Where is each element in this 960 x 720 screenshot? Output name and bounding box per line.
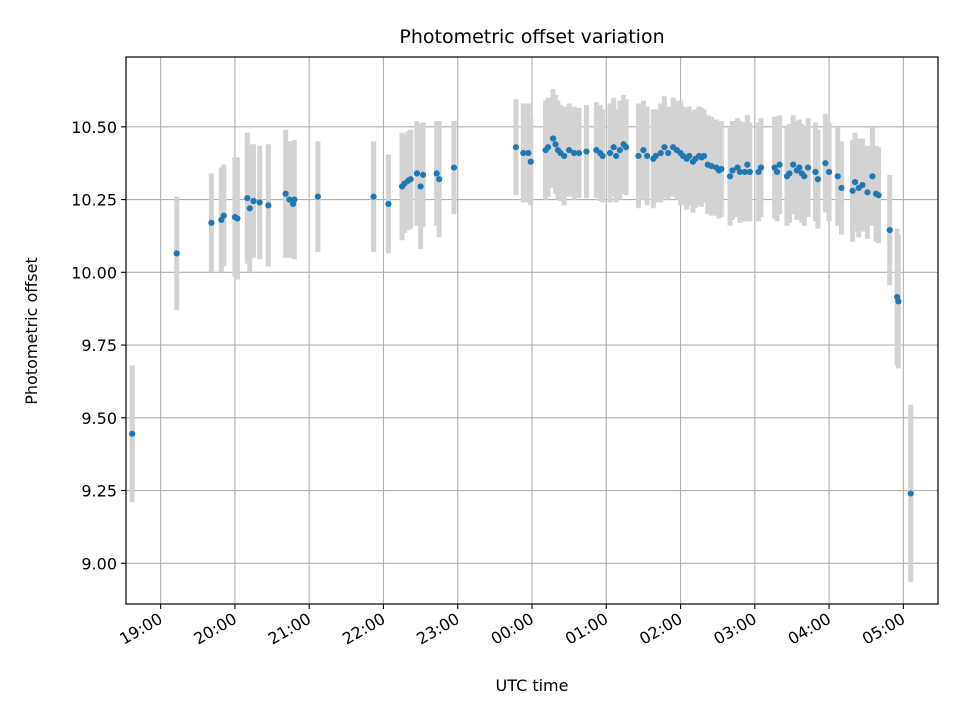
y-axis-label: Photometric offset	[22, 257, 41, 405]
data-point	[773, 168, 781, 176]
data-point	[407, 176, 414, 183]
data-point	[686, 152, 693, 160]
data-point	[246, 205, 253, 212]
data-point	[265, 202, 272, 209]
data-point	[291, 196, 298, 203]
data-point	[616, 147, 623, 154]
axis-ticks	[121, 126, 904, 609]
data-point	[173, 250, 180, 257]
data-point	[644, 152, 651, 160]
data-point	[822, 160, 829, 167]
y-tick-label: 10.50	[71, 118, 117, 137]
data-point	[583, 148, 590, 155]
data-point	[864, 189, 871, 196]
data-point	[286, 196, 293, 203]
data-point	[796, 164, 803, 171]
data-point	[849, 187, 856, 194]
chart-title: Photometric offset variation	[399, 26, 664, 48]
data-point	[746, 168, 753, 176]
data-point	[665, 149, 672, 157]
data-point	[566, 147, 573, 154]
data-point	[527, 158, 534, 165]
data-point	[657, 149, 664, 157]
data-point	[314, 193, 321, 200]
y-tick-label: 9.00	[81, 554, 117, 573]
data-point	[234, 215, 241, 222]
data-point	[812, 168, 819, 176]
data-point	[825, 168, 833, 176]
data-point	[385, 200, 392, 208]
y-tick-label: 9.50	[81, 409, 117, 428]
data-point	[834, 173, 841, 180]
data-point	[895, 298, 902, 305]
data-point	[875, 192, 882, 199]
data-point	[256, 199, 263, 206]
data-point	[907, 490, 914, 497]
y-tick-label: 9.75	[81, 336, 117, 355]
data-point	[520, 149, 527, 157]
data-point	[549, 135, 557, 142]
data-point	[718, 165, 725, 173]
data-point	[413, 170, 420, 177]
data-point	[544, 144, 552, 151]
data-point	[220, 212, 227, 219]
data-point	[129, 430, 136, 437]
y-tick-label: 10.25	[71, 191, 117, 210]
data-point	[244, 195, 251, 202]
data-point	[851, 179, 859, 186]
data-point	[804, 164, 812, 171]
data-point	[561, 152, 568, 160]
data-point	[419, 171, 427, 178]
data-point	[575, 149, 583, 157]
data-points	[129, 135, 914, 497]
data-point	[741, 168, 749, 176]
data-point	[736, 168, 744, 176]
data-point	[606, 149, 614, 157]
data-point	[729, 167, 736, 174]
data-point	[790, 161, 797, 168]
data-point	[250, 197, 257, 205]
data-point	[208, 219, 215, 226]
data-point	[552, 141, 559, 148]
y-tick-label: 9.25	[81, 482, 117, 501]
data-point	[610, 144, 617, 151]
data-point	[708, 163, 715, 170]
data-point	[786, 170, 793, 177]
data-point	[370, 193, 377, 200]
data-point	[869, 173, 876, 180]
data-point	[433, 170, 440, 177]
data-point	[838, 184, 845, 192]
data-point	[613, 152, 620, 160]
data-point	[622, 144, 630, 151]
data-point	[652, 152, 659, 160]
data-point	[635, 152, 642, 160]
y-tick-label: 10.00	[71, 263, 117, 282]
data-point	[436, 176, 443, 183]
data-point	[757, 164, 765, 171]
x-axis-label: UTC time	[496, 676, 569, 695]
data-point	[640, 147, 647, 154]
data-point	[450, 164, 458, 171]
data-point	[859, 181, 866, 189]
data-point	[661, 144, 668, 151]
data-point	[525, 149, 532, 157]
data-point	[417, 183, 424, 190]
data-point	[512, 144, 520, 151]
data-point	[570, 149, 578, 157]
data-point	[776, 161, 783, 168]
data-point	[700, 152, 708, 160]
data-point	[726, 173, 734, 180]
data-point	[886, 227, 893, 234]
data-point	[814, 176, 822, 183]
data-point	[599, 152, 606, 160]
data-point	[282, 190, 289, 197]
data-point	[744, 161, 751, 168]
data-point	[801, 173, 808, 180]
